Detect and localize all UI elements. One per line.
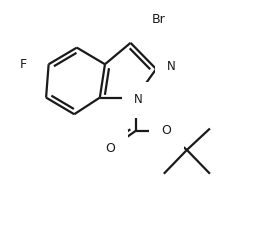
Text: F: F — [19, 58, 27, 71]
Text: Br: Br — [152, 13, 166, 25]
Text: O: O — [162, 124, 171, 137]
Text: N: N — [134, 94, 143, 106]
Text: N: N — [166, 60, 175, 73]
Text: O: O — [105, 142, 115, 155]
